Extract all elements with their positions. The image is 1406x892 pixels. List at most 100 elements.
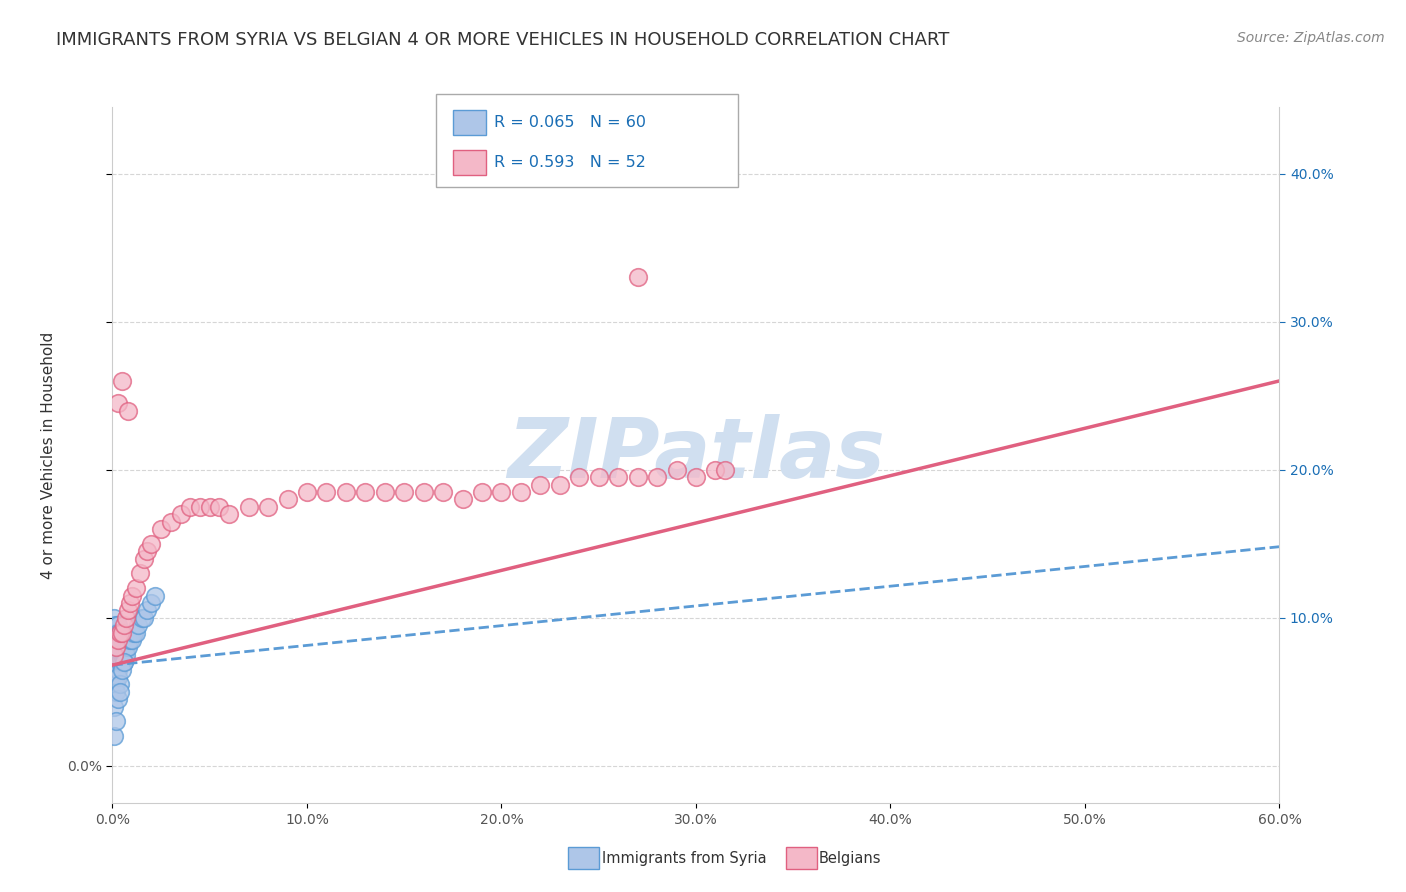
Point	[198, 500, 221, 514]
Text: ZIPatlas: ZIPatlas	[508, 415, 884, 495]
Point	[112, 655, 135, 669]
Point	[103, 699, 125, 714]
Point	[374, 484, 396, 499]
Point	[121, 632, 143, 647]
Point	[136, 544, 159, 558]
Point	[112, 655, 135, 669]
Point	[107, 692, 129, 706]
Point	[110, 632, 132, 647]
Point	[103, 632, 125, 647]
Point	[105, 655, 128, 669]
Point	[103, 655, 125, 669]
Point	[121, 589, 143, 603]
Point	[276, 492, 298, 507]
Point	[548, 477, 571, 491]
Point	[105, 714, 128, 729]
Point	[354, 484, 377, 499]
Point	[627, 470, 650, 484]
Point	[128, 566, 150, 581]
Point	[112, 640, 135, 655]
Point	[169, 507, 191, 521]
Point	[115, 611, 138, 625]
Point	[295, 484, 318, 499]
Point	[105, 663, 128, 677]
Point	[105, 685, 128, 699]
Point	[103, 618, 125, 632]
Point	[121, 625, 143, 640]
Point	[125, 625, 148, 640]
Point	[136, 603, 159, 617]
Point	[107, 618, 129, 632]
Point	[432, 484, 454, 499]
Point	[105, 632, 128, 647]
Point	[111, 640, 134, 655]
Point	[665, 463, 688, 477]
Point	[127, 618, 149, 632]
Point	[103, 648, 125, 662]
Point	[103, 729, 125, 743]
Point	[105, 648, 128, 662]
Text: R = 0.593   N = 52: R = 0.593 N = 52	[494, 155, 645, 169]
Y-axis label: 4 or more Vehicles in Household: 4 or more Vehicles in Household	[41, 331, 56, 579]
Point	[131, 611, 153, 625]
Point	[117, 632, 139, 647]
Point	[107, 396, 129, 410]
Point	[103, 648, 125, 662]
Text: IMMIGRANTS FROM SYRIA VS BELGIAN 4 OR MORE VEHICLES IN HOUSEHOLD CORRELATION CHA: IMMIGRANTS FROM SYRIA VS BELGIAN 4 OR MO…	[56, 31, 949, 49]
Point	[143, 589, 166, 603]
Point	[112, 648, 135, 662]
Point	[315, 484, 337, 499]
Point	[394, 484, 416, 499]
Point	[179, 500, 201, 514]
Point	[132, 611, 155, 625]
Point	[111, 648, 134, 662]
Point	[412, 484, 434, 499]
Point	[111, 374, 134, 388]
Point	[107, 648, 129, 662]
Point	[110, 685, 132, 699]
Point	[704, 463, 727, 477]
Text: Source: ZipAtlas.com: Source: ZipAtlas.com	[1237, 31, 1385, 45]
Point	[103, 640, 125, 655]
Point	[112, 618, 135, 632]
Point	[107, 655, 129, 669]
Point	[110, 640, 132, 655]
Point	[471, 484, 494, 499]
Point	[105, 618, 128, 632]
Point	[117, 640, 139, 655]
Point	[111, 655, 134, 669]
Point	[627, 270, 650, 285]
Point	[118, 632, 141, 647]
Point	[509, 484, 531, 499]
Point	[110, 648, 132, 662]
Point	[110, 655, 132, 669]
Point	[645, 470, 668, 484]
Point	[141, 596, 163, 610]
Point	[111, 625, 134, 640]
Point	[107, 632, 129, 647]
Point	[529, 477, 551, 491]
Point	[115, 640, 138, 655]
Point	[118, 596, 141, 610]
Point	[122, 625, 145, 640]
Point	[105, 625, 128, 640]
Point	[105, 640, 128, 655]
Point	[105, 640, 128, 655]
Point	[188, 500, 211, 514]
Point	[208, 500, 231, 514]
Point	[491, 484, 513, 499]
Point	[107, 625, 129, 640]
Point	[160, 515, 183, 529]
Point	[238, 500, 260, 514]
Point	[125, 581, 148, 595]
Point	[132, 551, 155, 566]
Point	[335, 484, 357, 499]
Point	[257, 500, 280, 514]
Point	[117, 403, 139, 417]
Point	[110, 625, 132, 640]
Point	[110, 677, 132, 691]
Text: Immigrants from Syria: Immigrants from Syria	[602, 851, 766, 865]
Point	[103, 625, 125, 640]
Point	[105, 677, 128, 691]
Point	[150, 522, 173, 536]
